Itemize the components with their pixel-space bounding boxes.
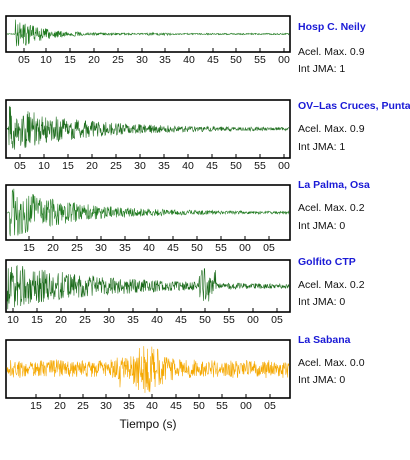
jma-intensity-label: Int JMA: 1 xyxy=(298,141,345,153)
panel-5: 15 20 25 30 35 40 45 50 55 00 05 La Sabana Acel. Max… xyxy=(5,334,365,412)
x-tick-label: 35 xyxy=(127,314,139,326)
x-tick-label: 30 xyxy=(103,314,115,326)
x-tick-label: 50 xyxy=(199,314,211,326)
x-tick-label: 40 xyxy=(182,160,194,172)
x-tick-label: 30 xyxy=(136,54,148,66)
panel-1: 05 10 15 20 25 30 35 40 45 50 55 00 Hosp C. Neily Ace… xyxy=(5,15,366,75)
x-tick-label: 30 xyxy=(100,400,112,412)
x-tick-label: 25 xyxy=(71,242,83,254)
x-tick-label: 20 xyxy=(55,314,67,326)
x-tick-label: 15 xyxy=(62,160,74,172)
x-tick-label: 25 xyxy=(110,160,122,172)
x-tick-label: 10 xyxy=(40,54,52,66)
station-name: Hosp C. Neily xyxy=(298,21,366,33)
station-name: La Palma, Osa xyxy=(298,179,370,191)
x-tick-label: 20 xyxy=(88,54,100,66)
x-tick-label: 55 xyxy=(215,242,227,254)
panel-frame xyxy=(5,339,291,399)
x-tick-label: 00 xyxy=(278,54,290,66)
x-tick-label: 45 xyxy=(167,242,179,254)
x-axis-label: Tiempo (s) xyxy=(120,417,177,431)
x-tick-label: 55 xyxy=(254,54,266,66)
x-tick-label: 05 xyxy=(18,54,30,66)
x-tick-label: 05 xyxy=(271,314,283,326)
x-tick-label: 40 xyxy=(183,54,195,66)
jma-intensity-label: Int JMA: 0 xyxy=(298,220,345,232)
x-tick-label: 05 xyxy=(264,400,276,412)
x-tick-label: 15 xyxy=(23,242,35,254)
x-tick-label: 00 xyxy=(278,160,290,172)
waveform-trace xyxy=(6,19,290,47)
x-tick-label: 45 xyxy=(175,314,187,326)
x-tick-label: 50 xyxy=(230,160,242,172)
x-tick-label: 35 xyxy=(158,160,170,172)
x-tick-label: 20 xyxy=(54,400,66,412)
x-tick-label: 10 xyxy=(38,160,50,172)
jma-intensity-label: Int JMA: 0 xyxy=(298,296,345,308)
waveform-trace xyxy=(6,346,290,393)
x-tick-label: 35 xyxy=(119,242,131,254)
station-name: OV–Las Cruces, Puntar xyxy=(298,100,410,112)
max-acceleration-label: Acel. Max. 0.2 xyxy=(298,279,365,291)
x-tick-label: 25 xyxy=(79,314,91,326)
x-tick-label: 00 xyxy=(240,400,252,412)
x-tick-label: 35 xyxy=(159,54,171,66)
x-tick-label: 55 xyxy=(216,400,228,412)
panel-frame xyxy=(5,15,291,53)
max-acceleration-label: Acel. Max. 0.9 xyxy=(298,123,365,135)
x-tick-label: 15 xyxy=(31,314,43,326)
x-tick-label: 15 xyxy=(30,400,42,412)
station-name: La Sabana xyxy=(298,334,351,346)
x-tick-label: 05 xyxy=(14,160,26,172)
waveform-trace xyxy=(6,264,290,310)
x-tick-label: 25 xyxy=(112,54,124,66)
x-tick-label: 50 xyxy=(193,400,205,412)
x-tick-label: 55 xyxy=(254,160,266,172)
x-tick-label: 45 xyxy=(170,400,182,412)
max-acceleration-label: Acel. Max. 0.0 xyxy=(298,357,365,369)
x-tick-label: 40 xyxy=(151,314,163,326)
waveform-trace xyxy=(6,188,290,237)
panel-4: 10 15 20 25 30 35 40 45 50 55 00 05 Golfito CTP Acel.… xyxy=(5,256,365,326)
x-tick-label: 10 xyxy=(7,314,19,326)
x-tick-label: 20 xyxy=(47,242,59,254)
waveform-trace xyxy=(6,105,290,150)
x-tick-label: 05 xyxy=(263,242,275,254)
x-tick-label: 45 xyxy=(206,160,218,172)
station-name: Golfito CTP xyxy=(298,256,356,268)
panel-3: 15 20 25 30 35 40 45 50 55 00 05 La Palma, Osa Acel.… xyxy=(5,179,370,254)
x-tick-label: 25 xyxy=(77,400,89,412)
x-tick-label: 00 xyxy=(239,242,251,254)
x-tick-label: 20 xyxy=(86,160,98,172)
x-tick-label: 45 xyxy=(207,54,219,66)
jma-intensity-label: Int JMA: 1 xyxy=(298,63,345,75)
max-acceleration-label: Acel. Max. 0.9 xyxy=(298,46,365,58)
x-tick-label: 55 xyxy=(223,314,235,326)
x-tick-label: 30 xyxy=(95,242,107,254)
panel-2: 05 10 15 20 25 30 35 40 45 50 55 00 OV–Las Cruces, P… xyxy=(5,99,410,172)
max-acceleration-label: Acel. Max. 0.2 xyxy=(298,202,365,214)
x-tick-label: 50 xyxy=(191,242,203,254)
x-tick-label: 50 xyxy=(230,54,242,66)
panel-frame xyxy=(5,99,291,159)
x-tick-label: 40 xyxy=(146,400,158,412)
x-tick-label: 35 xyxy=(123,400,135,412)
jma-intensity-label: Int JMA: 0 xyxy=(298,374,345,386)
panel-frame xyxy=(5,259,291,313)
x-tick-label: 15 xyxy=(64,54,76,66)
x-tick-label: 00 xyxy=(247,314,259,326)
x-tick-label: 30 xyxy=(134,160,146,172)
panel-frame xyxy=(5,184,291,241)
x-tick-label: 40 xyxy=(143,242,155,254)
